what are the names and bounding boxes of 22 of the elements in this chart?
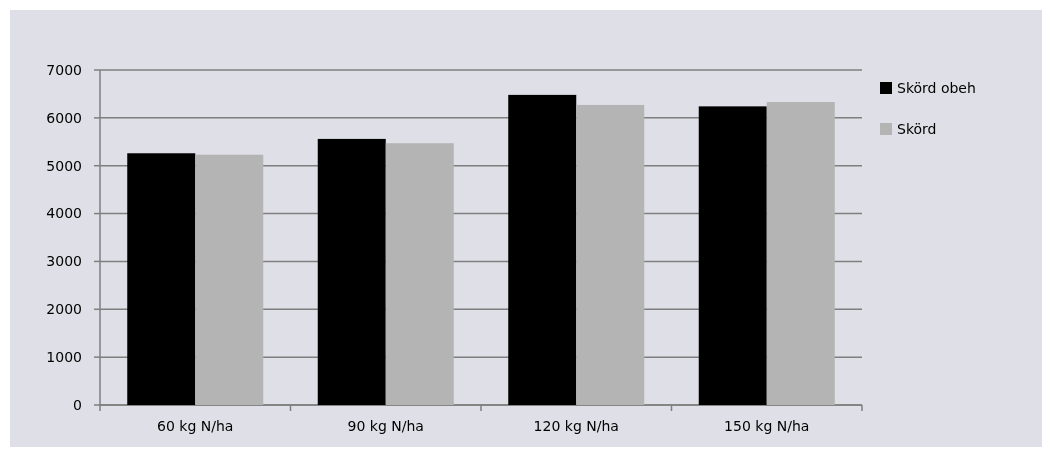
- bar: [317, 138, 386, 405]
- bar: [576, 104, 645, 405]
- y-tick-label: 4000: [46, 205, 82, 222]
- bar: [385, 143, 454, 405]
- y-tick-label: 2000: [46, 301, 82, 318]
- bar: [195, 154, 264, 405]
- legend-label: Skörd: [897, 120, 937, 137]
- bar: [508, 94, 577, 405]
- y-tick-label: 3000: [46, 253, 82, 270]
- y-tick-label: 1000: [46, 349, 82, 366]
- y-tick-label: 0: [73, 396, 82, 413]
- x-tick-label: 150 kg N/ha: [724, 418, 810, 434]
- y-tick-label: 7000: [46, 61, 82, 78]
- bar: [127, 153, 196, 405]
- y-tick-label: 5000: [46, 157, 82, 174]
- legend-label: Skörd obeh: [897, 79, 976, 96]
- bar: [766, 102, 835, 405]
- x-tick-label: 120 kg N/ha: [533, 418, 619, 434]
- x-tick-label: 60 kg N/ha: [157, 418, 234, 434]
- x-tick-label: 90 kg N/ha: [347, 418, 424, 434]
- y-tick-label: 6000: [46, 109, 82, 126]
- bar: [698, 106, 767, 405]
